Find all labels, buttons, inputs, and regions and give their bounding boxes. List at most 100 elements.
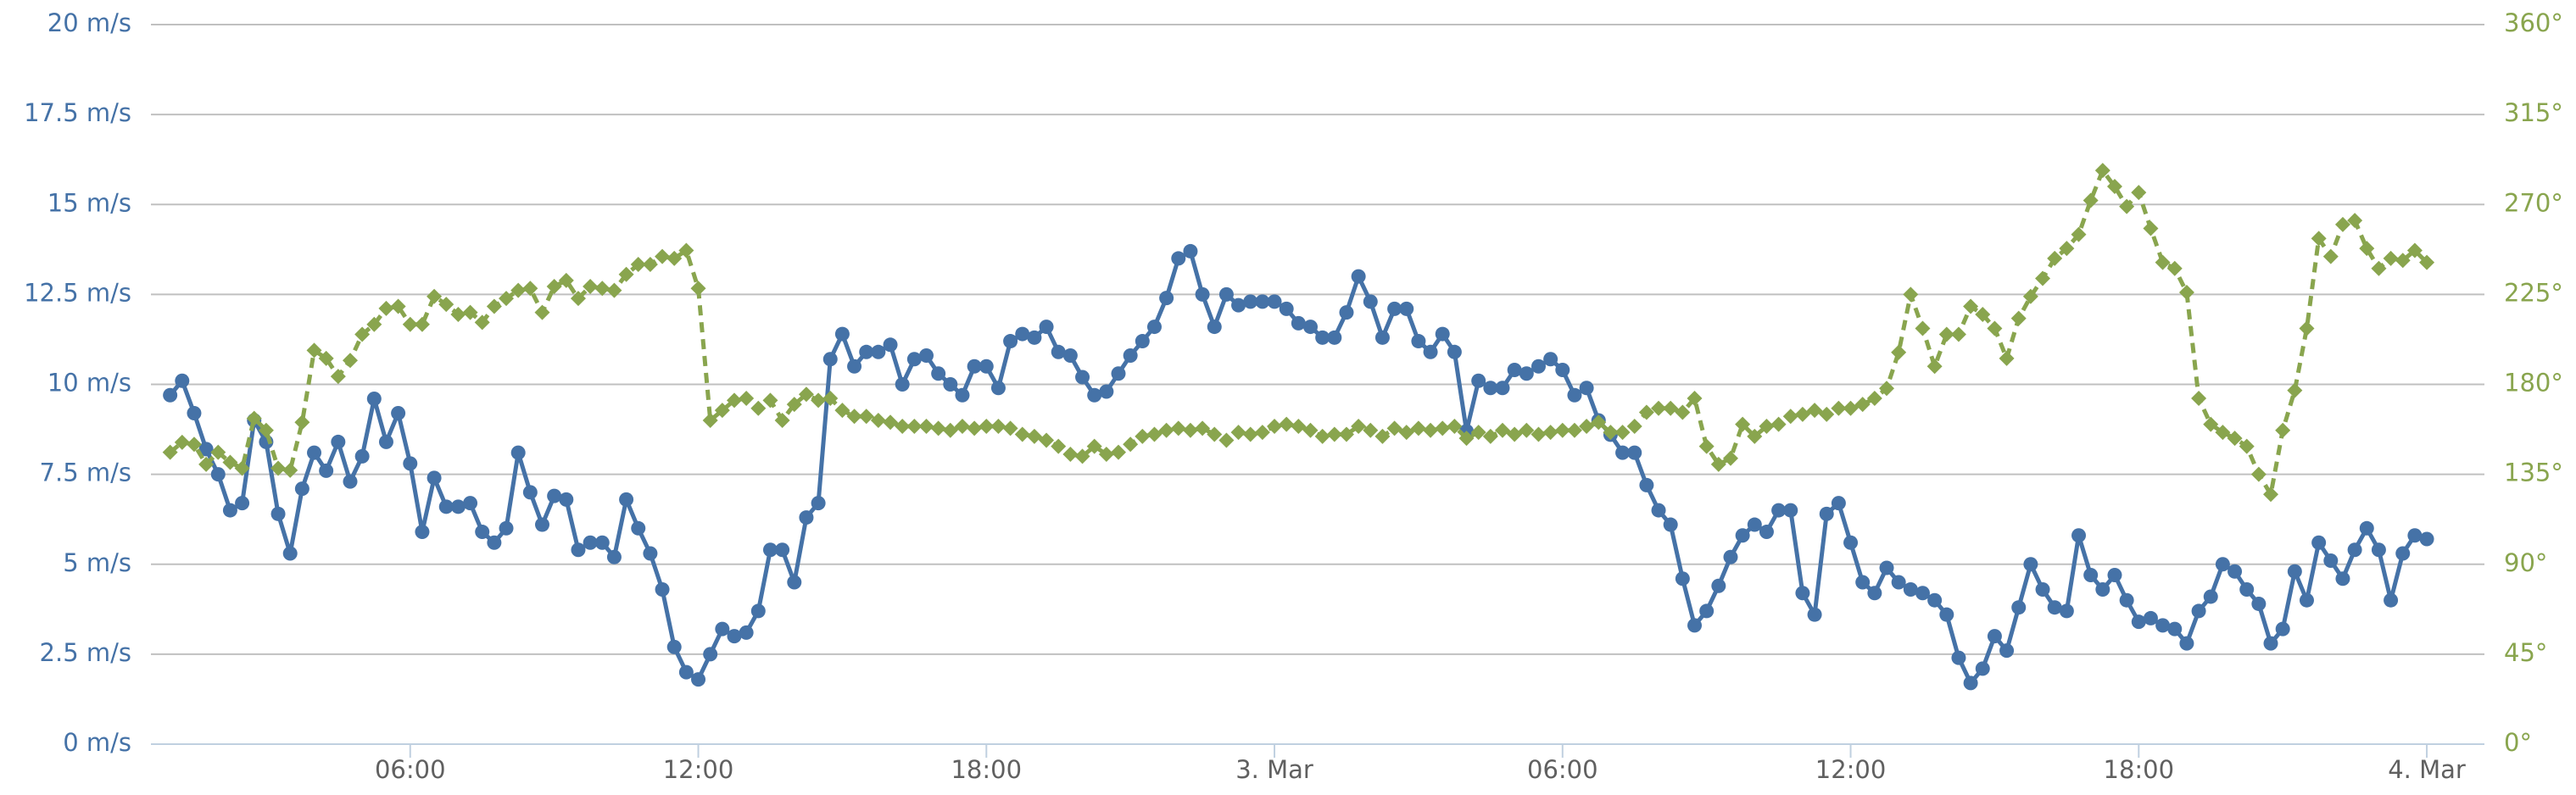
point-marker	[655, 581, 670, 597]
point-marker	[1903, 286, 1919, 303]
point-marker	[739, 391, 755, 407]
point-marker	[2335, 571, 2350, 587]
point-marker	[438, 499, 454, 514]
point-marker	[1591, 414, 1607, 431]
point-marker	[1302, 422, 1319, 438]
point-marker	[1675, 571, 1690, 587]
point-marker	[510, 445, 526, 460]
point-marker	[1482, 428, 1498, 444]
point-marker	[1987, 629, 2002, 644]
y-tick-label: 15 m/s	[47, 188, 131, 217]
point-marker	[1399, 301, 1414, 316]
point-marker	[642, 257, 658, 272]
point-marker	[1926, 359, 1943, 375]
point-marker	[2383, 250, 2399, 266]
point-marker	[2406, 242, 2423, 259]
point-marker	[1519, 366, 1534, 381]
point-marker	[1135, 428, 1151, 444]
point-marker	[1771, 503, 1787, 518]
point-marker	[1999, 643, 2015, 659]
point-marker	[1495, 422, 1511, 438]
point-marker	[1183, 243, 1198, 259]
point-marker	[2371, 260, 2387, 276]
point-marker	[1170, 420, 1186, 436]
point-marker	[1254, 425, 1270, 441]
point-marker	[1819, 506, 1834, 521]
point-marker	[631, 520, 646, 536]
point-marker	[499, 291, 515, 307]
point-marker	[2022, 288, 2038, 304]
point-marker	[2107, 567, 2122, 582]
point-marker	[1195, 420, 1211, 436]
point-marker	[883, 337, 898, 353]
point-marker	[1207, 426, 1223, 442]
point-marker	[270, 460, 287, 476]
point-marker	[2143, 220, 2159, 236]
point-marker	[282, 546, 298, 561]
point-marker	[1098, 447, 1114, 463]
point-marker	[2311, 535, 2327, 550]
point-marker	[1938, 326, 1954, 342]
point-marker	[403, 456, 418, 471]
point-marker	[2083, 192, 2099, 208]
point-marker	[990, 419, 1006, 435]
point-marker	[1879, 381, 1895, 397]
point-marker	[1074, 448, 1090, 464]
y-tick-label: 12.5 m/s	[24, 278, 131, 307]
point-marker	[583, 278, 599, 294]
point-marker	[702, 412, 718, 428]
point-marker	[1447, 419, 1463, 435]
point-marker	[1423, 344, 1438, 359]
point-marker	[486, 298, 502, 314]
point-marker	[235, 496, 250, 511]
y-tick-label: 7.5 m/s	[40, 459, 131, 487]
point-marker	[967, 359, 982, 374]
point-marker	[834, 326, 850, 342]
point-marker	[559, 492, 574, 507]
point-marker	[1398, 425, 1414, 441]
point-marker	[354, 448, 370, 464]
point-marker	[2179, 636, 2194, 651]
point-marker	[871, 344, 886, 359]
point-marker	[450, 306, 466, 322]
point-marker	[1794, 406, 1810, 422]
point-marker	[906, 419, 923, 435]
point-marker	[1831, 496, 1846, 511]
point-marker	[462, 304, 478, 320]
point-marker	[2119, 592, 2134, 608]
point-marker	[666, 250, 683, 266]
point-marker	[1759, 525, 1774, 540]
point-marker	[1542, 425, 1558, 441]
point-marker	[1975, 661, 1990, 676]
point-marker	[955, 387, 970, 403]
point-marker	[979, 359, 994, 374]
point-marker	[2094, 163, 2110, 179]
point-marker	[2407, 528, 2423, 543]
point-marker	[1879, 560, 1894, 575]
point-marker	[774, 412, 790, 428]
point-marker	[690, 281, 706, 297]
point-marker	[1159, 291, 1174, 306]
point-marker	[2334, 216, 2350, 232]
point-marker	[678, 242, 694, 259]
point-marker	[1051, 438, 1067, 454]
point-marker	[918, 419, 934, 435]
point-marker	[1747, 428, 1763, 444]
point-marker	[1747, 517, 1762, 532]
point-marker	[1182, 422, 1198, 438]
point-marker	[2215, 425, 2231, 441]
point-marker	[2359, 520, 2374, 536]
point-marker	[1243, 294, 1258, 309]
point-marker	[895, 377, 910, 392]
point-marker	[1146, 426, 1163, 442]
point-marker	[1231, 297, 1246, 313]
point-marker	[414, 316, 430, 332]
point-marker	[1039, 432, 1055, 448]
y-tick-label: 2.5 m/s	[40, 638, 131, 667]
point-marker	[2010, 310, 2027, 326]
point-marker	[583, 535, 598, 550]
point-marker	[463, 496, 478, 511]
point-marker	[1471, 373, 1486, 388]
y2-tick-label: 225°	[2504, 278, 2563, 307]
point-marker	[2275, 621, 2290, 637]
